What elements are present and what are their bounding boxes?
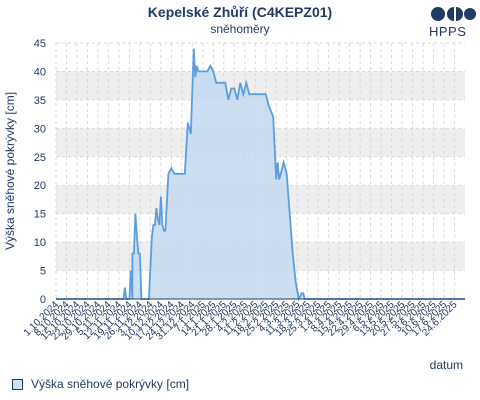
y-axis-label: Výška sněhové pokrývky [cm] [3, 92, 17, 250]
legend-swatch [12, 378, 23, 390]
snow-depth-line [56, 48, 465, 302]
y-tick-label: 0 [40, 294, 46, 306]
y-tick-label: 20 [34, 180, 46, 192]
snow-depth-area [56, 48, 465, 300]
y-tick-label: 25 [34, 152, 46, 164]
x-tick-labels: 1.10.20248.10.202415.10.202422.10.202429… [22, 299, 460, 342]
y-tick-labels: 0 5 10 15 20 25 30 35 40 45 [34, 38, 46, 306]
y-tick-label: 45 [34, 38, 46, 50]
y-tick-label: 35 [34, 95, 46, 107]
logo-text: HPPS [429, 24, 467, 39]
y-tick-label: 10 [34, 237, 46, 249]
chart-subtitle: sněhoměry [210, 22, 270, 36]
y-tick-label: 40 [34, 66, 46, 78]
legend[interactable]: Výška sněhové pokrývky [cm] [12, 377, 189, 391]
y-tick-label: 30 [34, 123, 46, 135]
y-tick-label: 15 [34, 209, 46, 221]
hpps-logo-icon [431, 7, 476, 21]
legend-label: Výška sněhové pokrývky [cm] [31, 377, 190, 391]
y-tick-label: 5 [40, 266, 46, 278]
x-axis-label: datum [430, 358, 463, 372]
chart-title: Kepelské Zhůří (C4KEPZ01) [147, 4, 333, 20]
